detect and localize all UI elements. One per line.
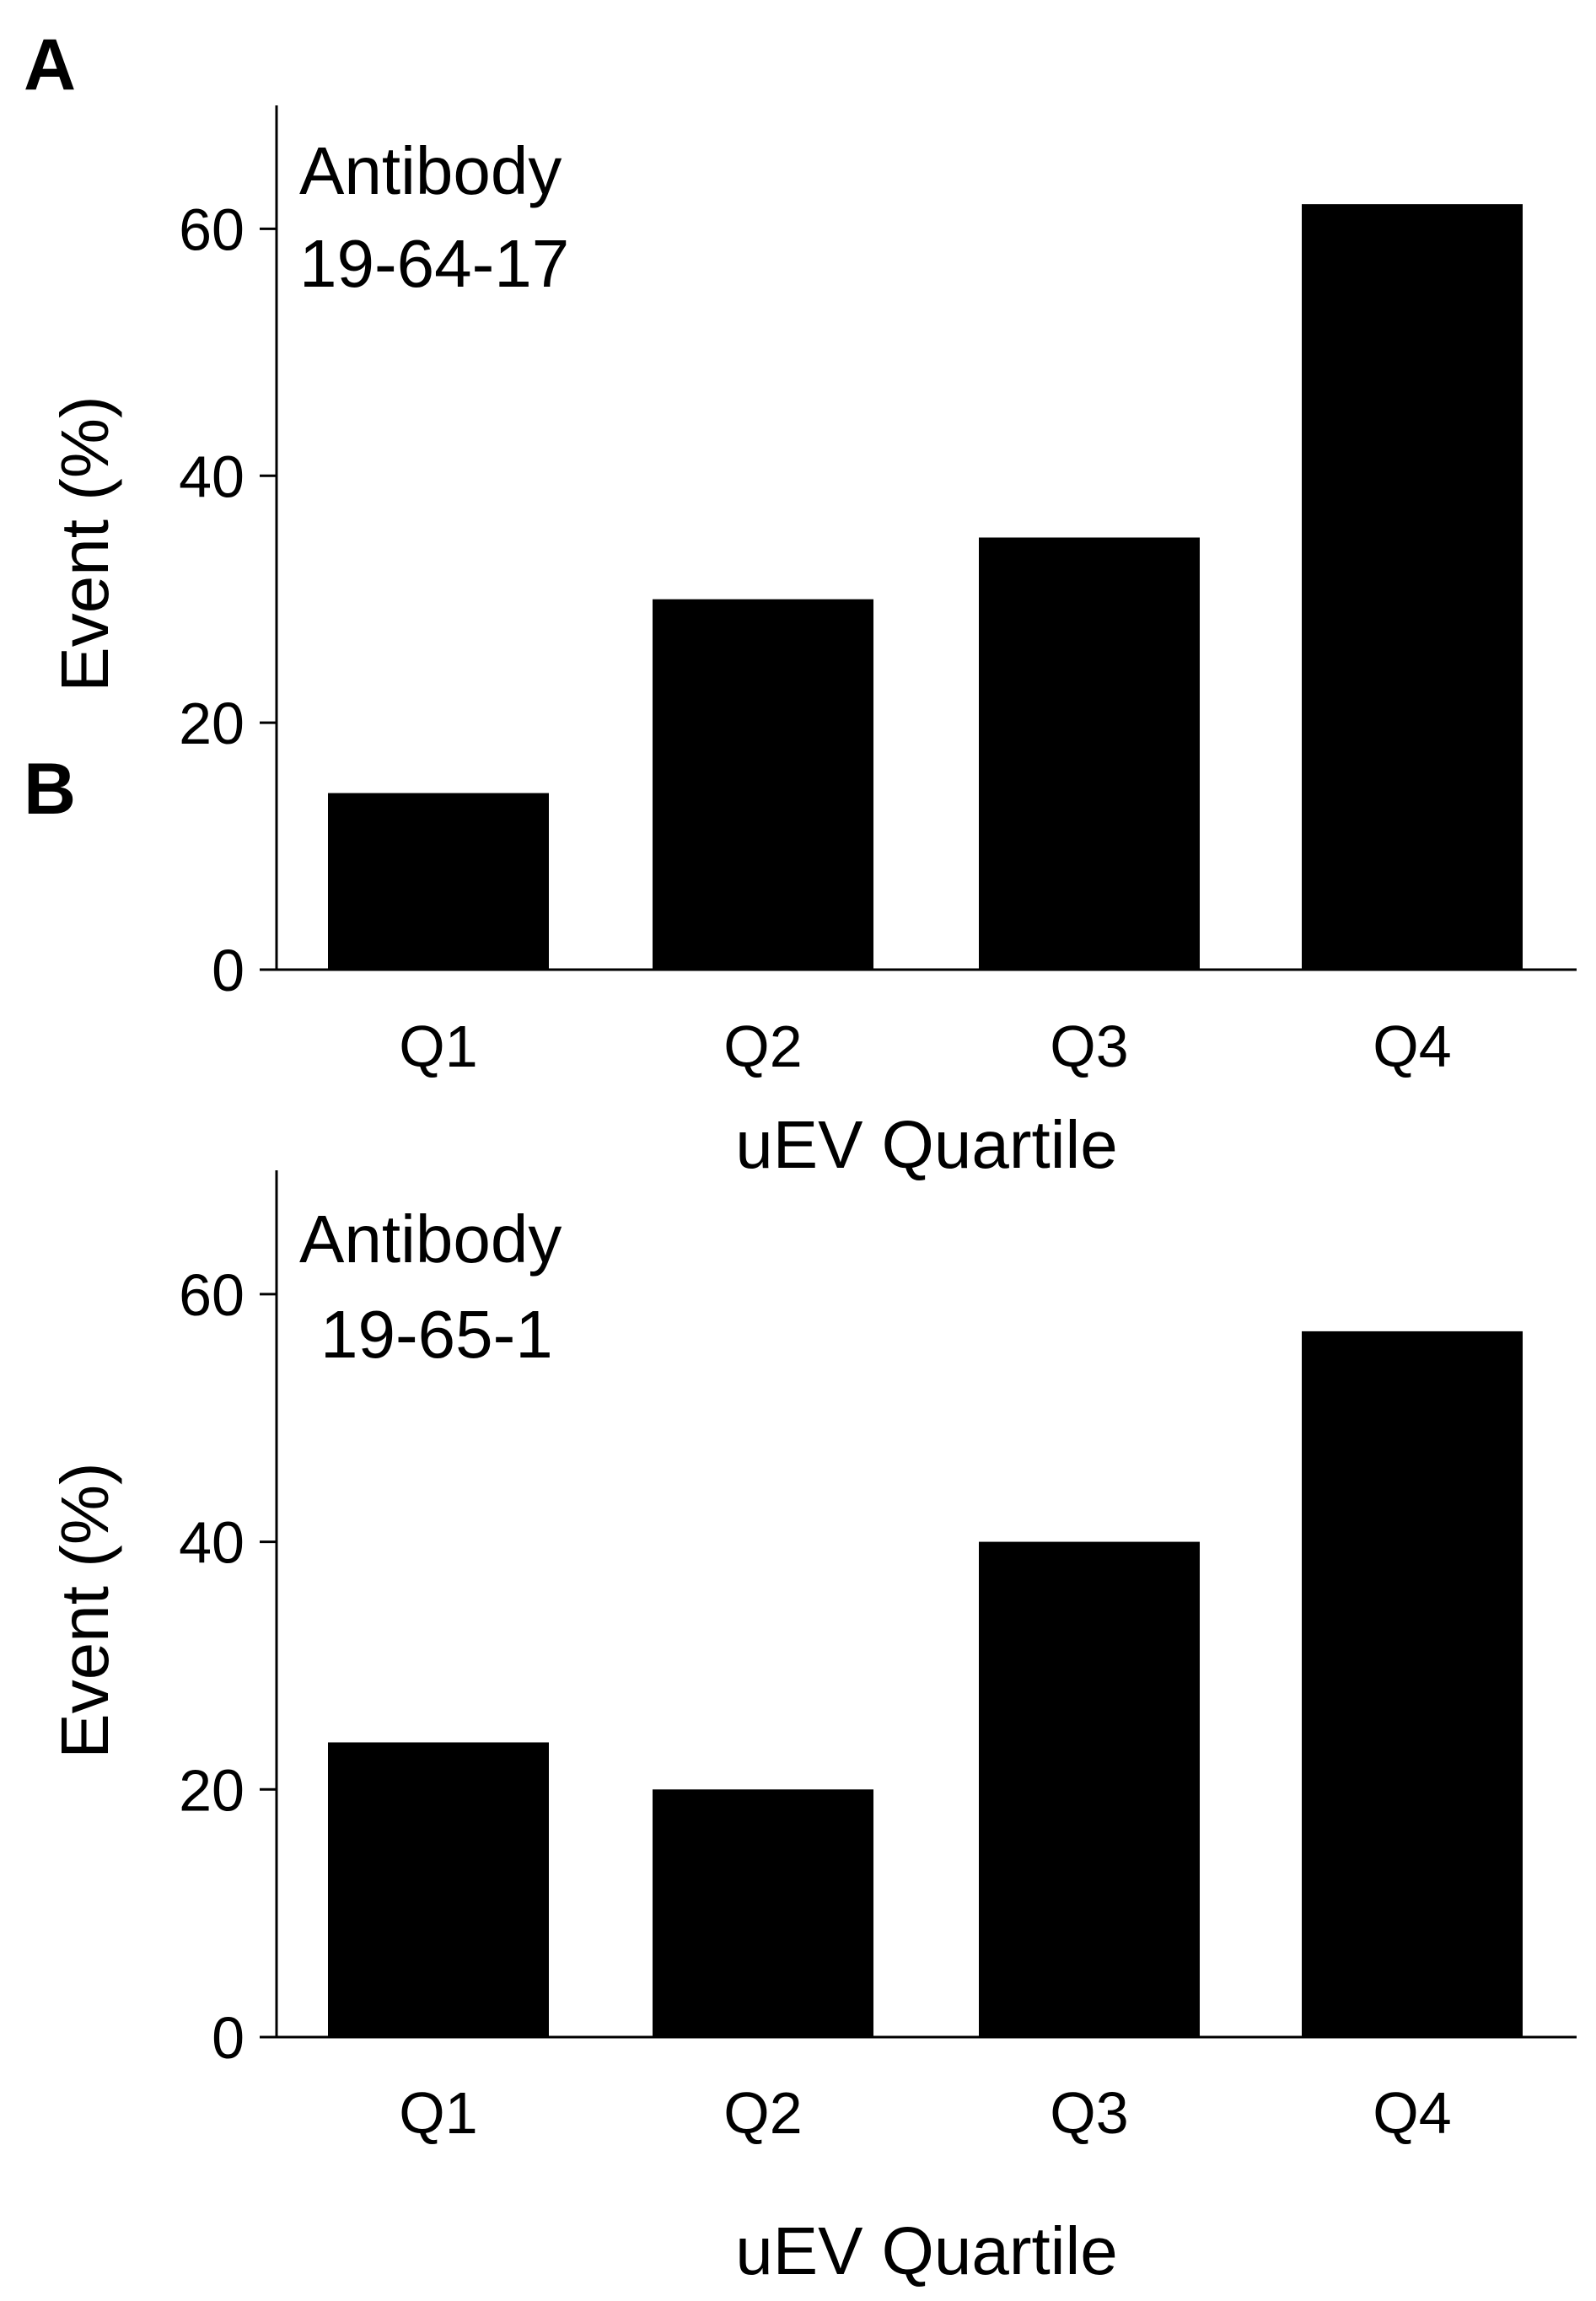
y-tick-label-b-0: 0 — [212, 2005, 245, 2071]
y-tick-label-a-0: 0 — [212, 938, 245, 1003]
bars-b — [328, 1331, 1523, 2037]
x-tick-label-b-q3: Q3 — [1050, 2080, 1128, 2146]
y-tick-label-b-60: 60 — [179, 1262, 245, 1328]
annotation-line-1-b: Antibody — [299, 1202, 562, 1277]
chart-panel-a: A 0 20 40 60 Q1 Q2 Q3 Q4 Antibody 19-64-17 uEV… — [24, 24, 1577, 1182]
x-axis-title-b: uEV Quartile — [735, 2213, 1118, 2288]
bar-b-q2 — [653, 1789, 873, 2037]
bar-b-q3 — [979, 1541, 1200, 2037]
x-tick-label-b-q1: Q1 — [399, 2080, 477, 2146]
bar-a-q1 — [328, 793, 549, 970]
y-axis-title-a: Event (%) — [47, 395, 122, 691]
y-axis-title-b: Event (%) — [47, 1462, 122, 1758]
y-ticks-a: 0 20 40 60 — [179, 196, 277, 1003]
x-axis-title-a: uEV Quartile — [735, 1107, 1118, 1182]
x-tick-label-a-q3: Q3 — [1050, 1013, 1128, 1079]
bars-a — [328, 204, 1523, 970]
x-ticks-b: Q1 Q2 Q3 Q4 — [399, 2080, 1451, 2146]
panel-label-b: B — [24, 749, 76, 830]
y-tick-label-a-40: 40 — [179, 444, 245, 509]
y-tick-label-a-20: 20 — [179, 691, 245, 756]
annotation-line-2-a: 19-64-17 — [299, 226, 569, 301]
bar-a-q2 — [653, 599, 873, 970]
y-tick-label-b-20: 20 — [179, 1757, 245, 1823]
y-tick-label-b-40: 40 — [179, 1510, 245, 1576]
x-tick-label-b-q4: Q4 — [1373, 2080, 1451, 2146]
x-tick-label-b-q2: Q2 — [723, 2080, 802, 2146]
y-tick-label-a-60: 60 — [179, 196, 245, 262]
chart-panel-b: B 0 20 40 60 Q1 Q2 Q3 Q4 Antibody 19-65-1 uEV … — [24, 749, 1577, 2288]
x-tick-label-a-q2: Q2 — [723, 1013, 802, 1079]
bar-b-q1 — [328, 1742, 549, 2037]
x-tick-label-a-q1: Q1 — [399, 1013, 477, 1079]
bar-a-q3 — [979, 537, 1200, 970]
x-ticks-a: Q1 Q2 Q3 Q4 — [399, 1013, 1451, 1079]
annotation-line-1-a: Antibody — [299, 133, 562, 208]
annotation-line-2-b: 19-65-1 — [320, 1297, 553, 1372]
bar-a-q4 — [1302, 204, 1523, 970]
x-tick-label-a-q4: Q4 — [1373, 1013, 1451, 1079]
y-ticks-b: 0 20 40 60 — [179, 1262, 277, 2071]
panel-label-a: A — [24, 24, 76, 105]
bar-b-q4 — [1302, 1331, 1523, 2037]
